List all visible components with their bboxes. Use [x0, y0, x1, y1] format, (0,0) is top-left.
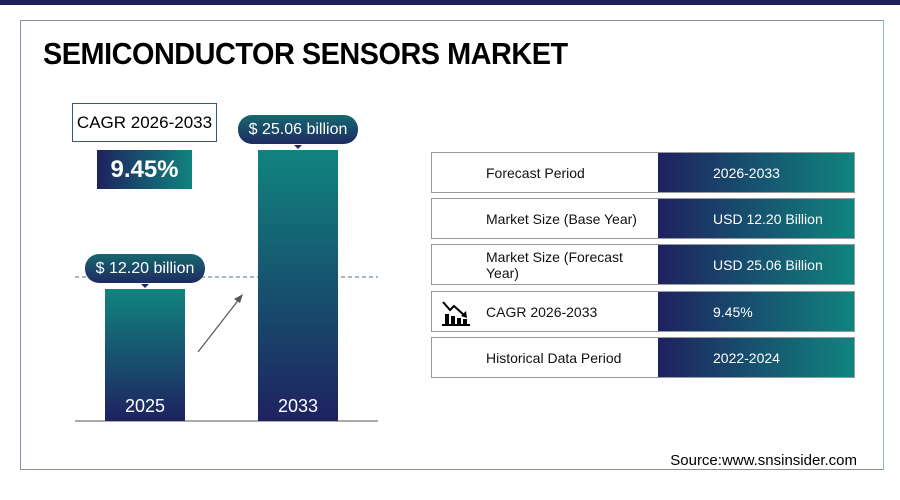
- table-row: Forecast Period 2026-2033: [431, 152, 855, 193]
- table-row: Market Size (Forecast Year) USD 25.06 Bil…: [431, 244, 855, 285]
- row-value: 2026-2033: [658, 153, 854, 192]
- bar-category-label: 2025: [124, 395, 166, 416]
- bar-value-label: $ 12.20 billion: [85, 254, 205, 289]
- row-label: Market Size (Base Year): [486, 210, 637, 227]
- row-label: Forecast Period: [486, 164, 585, 181]
- top-band: [0, 0, 900, 5]
- table-row: Market Size (Base Year) USD 12.20 Billion: [431, 198, 855, 239]
- row-value: USD 12.20 Billion: [658, 199, 854, 238]
- bar-category-label: 2033: [277, 396, 319, 416]
- bar-value-label: $ 25.06 billion: [238, 115, 358, 149]
- chart-icon: [442, 301, 470, 326]
- row-label: CAGR 2026-2033: [486, 303, 598, 320]
- cagr-value: 9.45%: [97, 150, 192, 189]
- growth-arrow: [197, 297, 241, 353]
- row-value: 9.45%: [658, 292, 854, 331]
- arrow-head: [234, 294, 243, 303]
- bar-2025: 2025: [105, 289, 185, 421]
- table-row: Historical Data Period 2022-2024: [431, 337, 855, 378]
- cagr-label: CAGR 2026-2033: [72, 103, 217, 142]
- table-row: CAGR 2026-2033 9.45%: [431, 291, 855, 332]
- source-text: Source:www.snsinsider.com: [670, 452, 857, 469]
- row-label: Market Size (Forecast Year): [486, 248, 623, 281]
- page-title: SEMICONDUCTOR SENSORS MARKET: [43, 36, 568, 71]
- row-value: 2022-2024: [658, 338, 854, 377]
- row-value: USD 25.06 Billion: [658, 245, 854, 284]
- frame: [20, 20, 884, 470]
- bar-2033: 2033: [258, 150, 338, 421]
- row-label: Historical Data Period: [486, 349, 622, 366]
